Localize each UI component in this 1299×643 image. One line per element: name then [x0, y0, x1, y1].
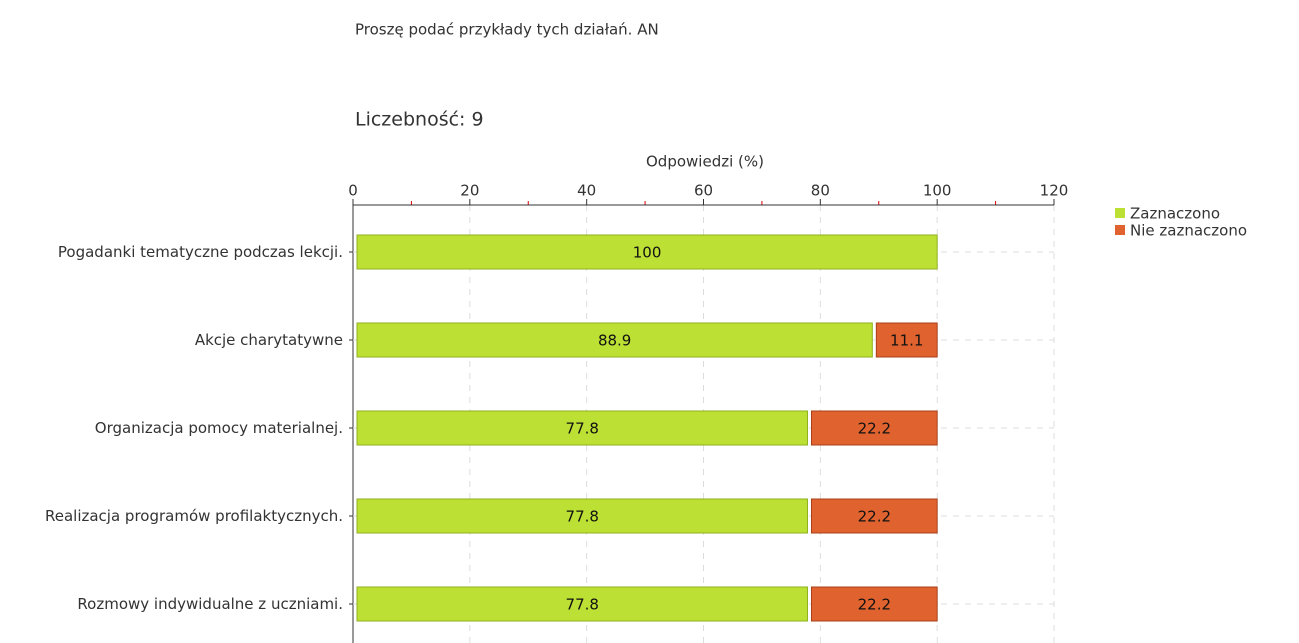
- value-label: 77.8: [566, 596, 599, 614]
- y-tick-label-text: Akcje charytatywne: [194, 331, 343, 349]
- value-label: 22.2: [858, 596, 891, 614]
- x-tick-label: 0: [348, 182, 358, 200]
- chart-subtitle: Liczebność: 9: [355, 109, 484, 131]
- y-tick-label: Organizacja pomocy materialnej.: [0, 398, 343, 458]
- x-tick-label: 20: [460, 182, 479, 200]
- y-tick-label-text: Organizacja pomocy materialnej.: [94, 419, 343, 437]
- legend-swatch: [1115, 208, 1125, 218]
- chart-title: Proszę podać przykłady tych działań. AN: [355, 21, 659, 39]
- y-tick-label: Realizacja programów profilaktycznych.: [0, 486, 343, 546]
- legend-label: Nie zaznaczono: [1130, 222, 1247, 240]
- x-axis-label: Odpowiedzi (%): [646, 153, 764, 171]
- value-label: 100: [633, 244, 662, 262]
- bar-segment: [356, 322, 873, 358]
- x-tick-label: 60: [694, 182, 713, 200]
- legend-swatch: [1115, 225, 1125, 235]
- bar-segment: [356, 586, 808, 622]
- y-tick-label-text: Realizacja programów profilaktycznych.: [44, 507, 343, 525]
- x-tick-label: 120: [1040, 182, 1069, 200]
- legend-label: Zaznaczono: [1130, 205, 1220, 223]
- bar-segment: [810, 410, 938, 446]
- y-tick-label-text: Pogadanki tematyczne podczas lekcji.: [57, 243, 343, 261]
- value-label: 88.9: [598, 332, 631, 350]
- value-label: 11.1: [890, 332, 923, 350]
- y-tick-label-text: Rozmowy indywidualne z uczniami.: [77, 595, 343, 613]
- bar-segment: [356, 410, 808, 446]
- y-tick-label: Rozmowy indywidualne z uczniami.: [0, 574, 343, 634]
- bar-segment: [875, 322, 938, 358]
- value-label: 22.2: [858, 508, 891, 526]
- y-tick-label: Akcje charytatywne: [0, 310, 343, 370]
- value-label: 77.8: [566, 420, 599, 438]
- x-tick-label: 100: [923, 182, 952, 200]
- y-tick-label: Pogadanki tematyczne podczas lekcji.: [0, 222, 343, 282]
- bar-segment: [810, 586, 938, 622]
- x-tick-label: 80: [811, 182, 830, 200]
- bar-segment: [356, 234, 938, 270]
- value-label: 77.8: [566, 508, 599, 526]
- bar-segment: [356, 498, 808, 534]
- x-tick-label: 40: [577, 182, 596, 200]
- bar-segment: [810, 498, 938, 534]
- value-label: 22.2: [858, 420, 891, 438]
